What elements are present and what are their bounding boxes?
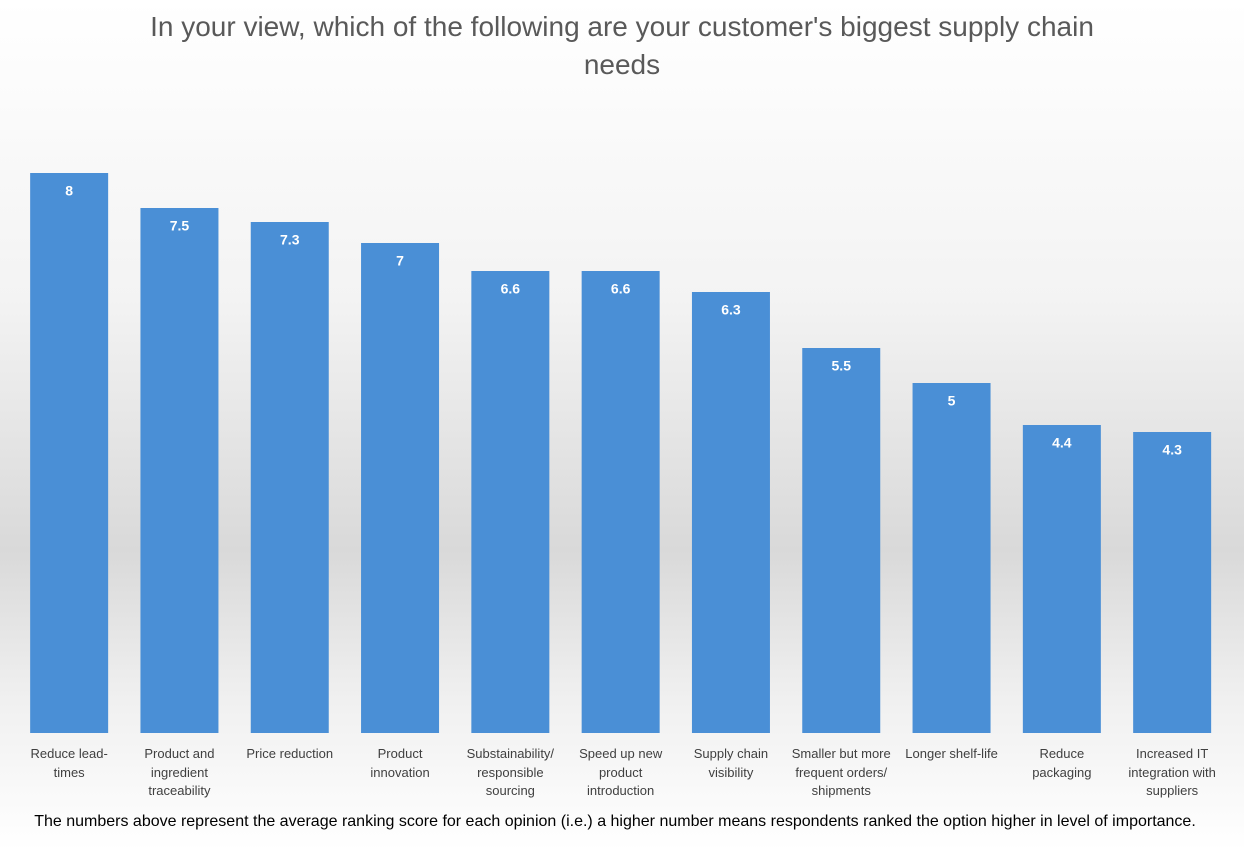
- data-label: 6.3: [721, 302, 741, 318]
- footnote: The numbers above represent the average …: [34, 813, 1196, 830]
- bar: [581, 271, 660, 733]
- data-label: 7: [396, 253, 404, 269]
- bar: [691, 292, 770, 733]
- x-tick-label: Product innovation: [370, 746, 430, 780]
- data-label: 6.6: [501, 281, 521, 297]
- bar: [361, 243, 440, 733]
- x-tick-label: Increased IT integration with suppliers: [1128, 746, 1216, 798]
- data-label: 4.4: [1052, 435, 1072, 451]
- data-label: 7.3: [280, 232, 300, 248]
- data-label: 8: [65, 183, 73, 199]
- x-tick-label: Price reduction: [246, 746, 334, 761]
- x-tick-label: Supply chain visibility: [693, 746, 769, 780]
- x-tick-label: Reduce packaging: [1032, 746, 1092, 780]
- data-label: 6.6: [611, 281, 631, 297]
- bar: [30, 173, 109, 733]
- x-tick-label: Substainability/ responsible sourcing: [466, 746, 555, 798]
- x-tick-label: Speed up new product introduction: [579, 746, 663, 798]
- data-label: 4.3: [1162, 442, 1182, 458]
- bar: [250, 222, 329, 733]
- data-label: 5: [948, 393, 956, 409]
- chart-title: In your view, which of the following are…: [150, 11, 1094, 80]
- bar: [1133, 432, 1212, 733]
- bar: [1022, 425, 1101, 733]
- data-label: 5.5: [832, 358, 852, 374]
- x-tick-label: Product and ingredient traceability: [144, 746, 215, 798]
- bar: [912, 383, 991, 733]
- x-tick-label: Longer shelf-life: [905, 746, 998, 761]
- bar: [802, 348, 881, 733]
- x-tick-label: Reduce lead-times: [30, 746, 108, 780]
- x-tick-label: Smaller but more frequent orders/ shipme…: [791, 746, 891, 798]
- data-label: 7.5: [170, 218, 190, 234]
- bar: [140, 208, 219, 733]
- bar: [471, 271, 550, 733]
